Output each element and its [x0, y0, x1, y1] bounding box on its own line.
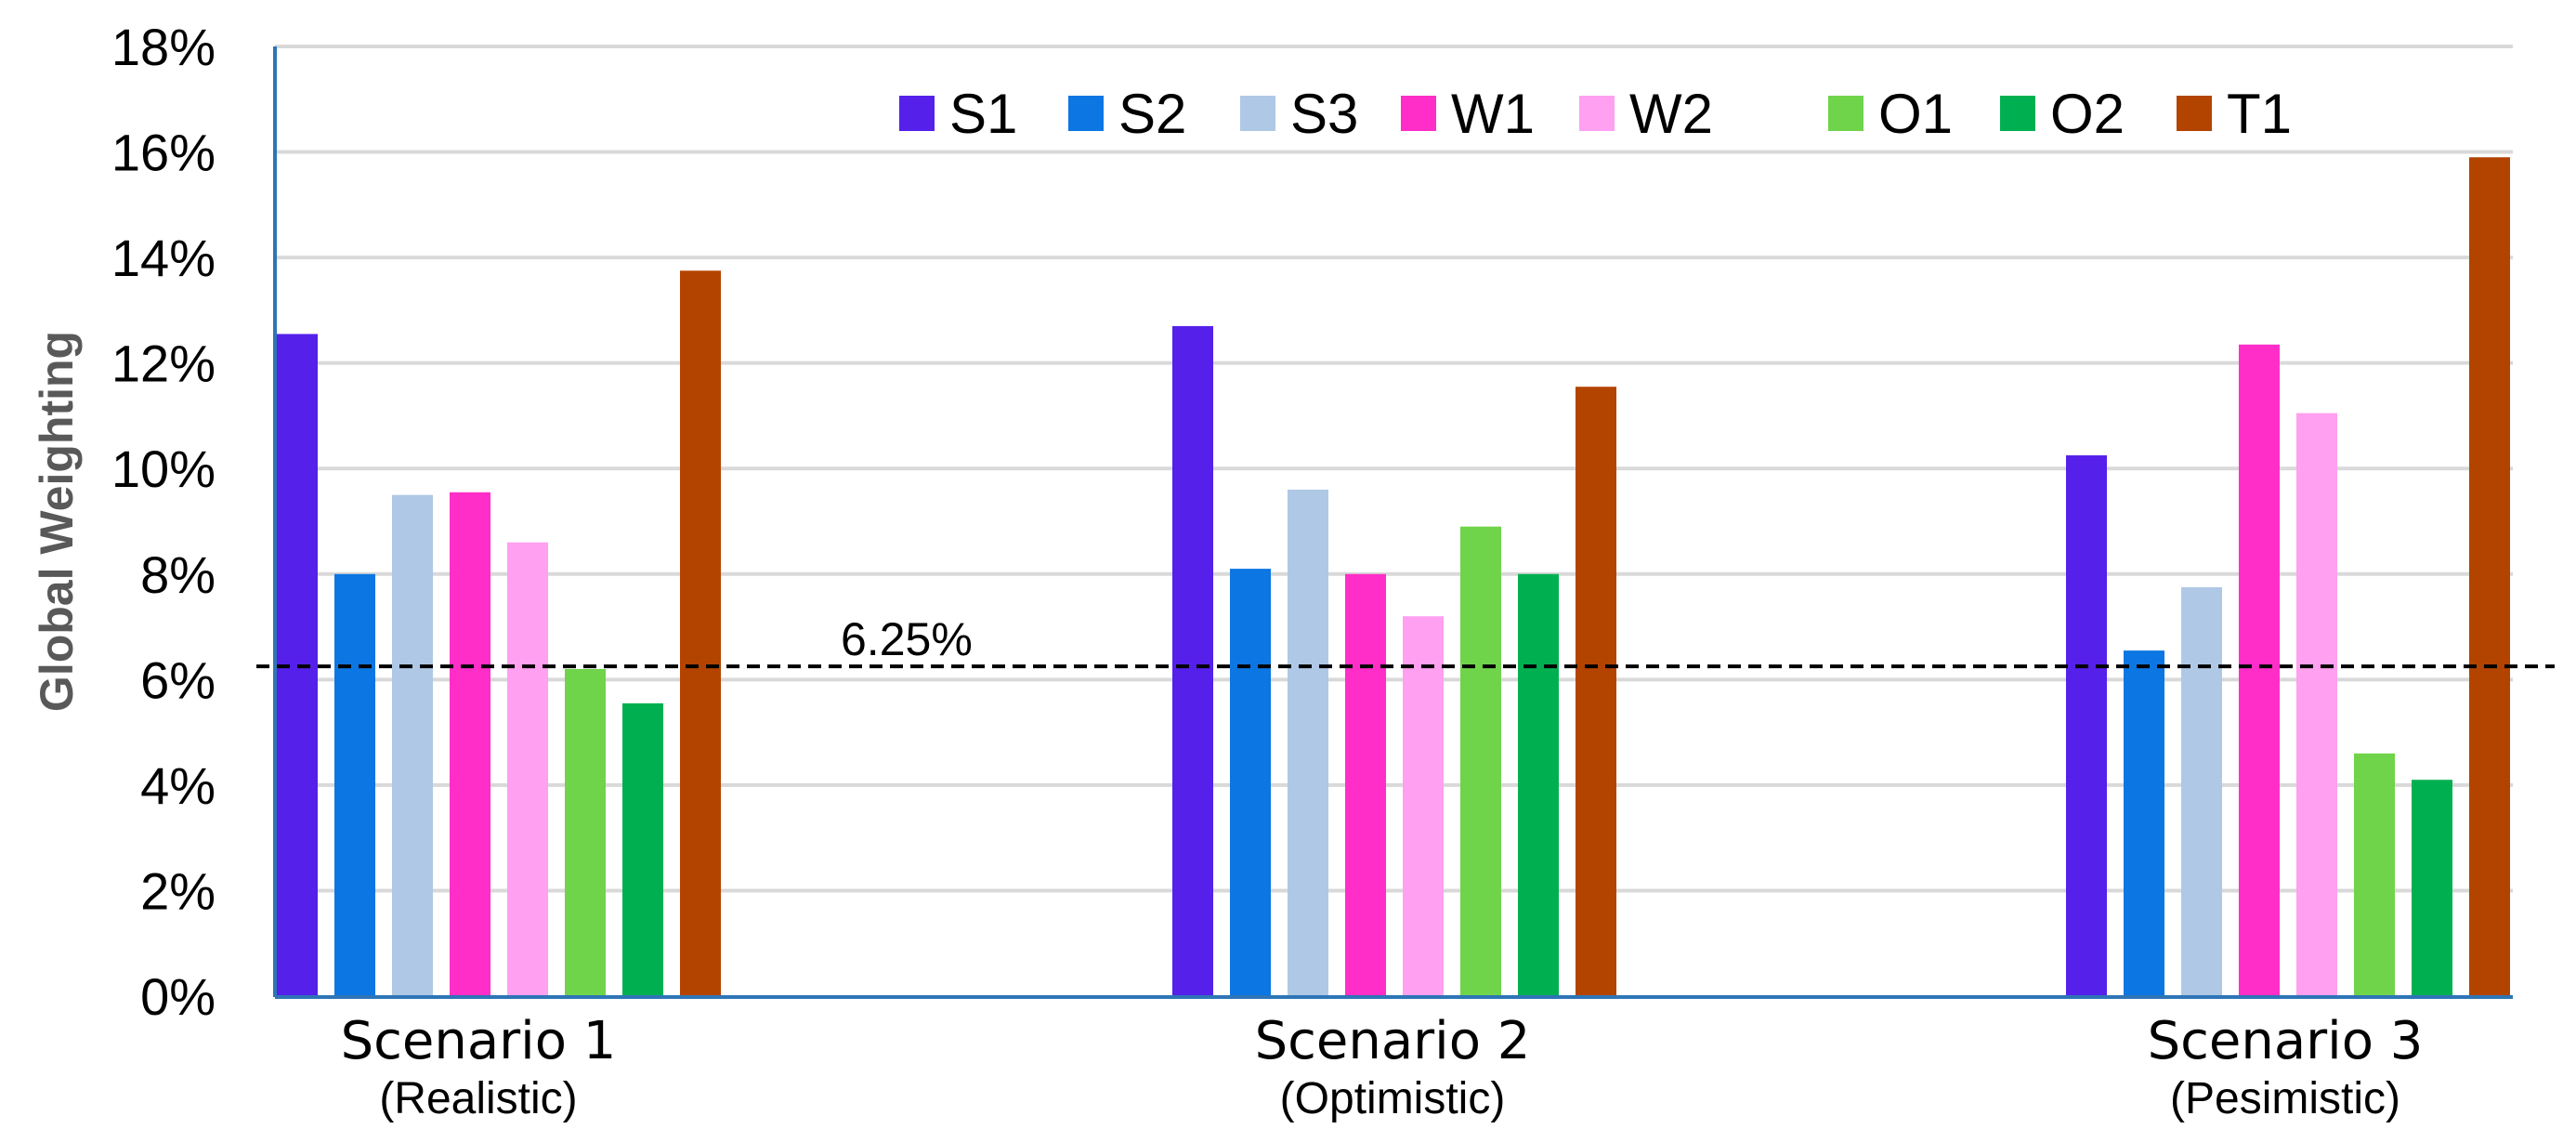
y-tick-label: 16% — [111, 124, 216, 182]
legend-label-o1: O1 — [1878, 83, 1953, 145]
legend: S1 S2 S3 W1 W2 O1 O2 T1 — [899, 83, 2292, 145]
bar-o2-scenario-2 — [1518, 573, 1559, 996]
reference-line-label: 6.25% — [841, 613, 973, 665]
y-tick-label: 18% — [111, 18, 216, 76]
bar-s3-scenario-1 — [392, 494, 433, 996]
legend-swatch-w1 — [1401, 96, 1436, 131]
axes — [273, 46, 2513, 999]
bar-o1-scenario-3 — [2354, 753, 2395, 996]
bar-s3-scenario-2 — [1288, 489, 1328, 996]
y-tick-label: 0% — [140, 967, 216, 1026]
bar-s1-scenario-3 — [2066, 455, 2107, 996]
bar-t1-scenario-3 — [2469, 157, 2510, 996]
bar-o1-scenario-2 — [1460, 526, 1501, 996]
bar-s2-scenario-3 — [2124, 650, 2164, 996]
category-label: Scenario 3 — [2148, 1011, 2424, 1071]
category-sublabel: (Pesimistic) — [2170, 1074, 2400, 1123]
legend-label-t1: T1 — [2227, 83, 2292, 145]
y-axis-label: Global Weighting — [31, 331, 83, 712]
legend-swatch-s2 — [1068, 96, 1104, 131]
category-label: Scenario 2 — [1255, 1011, 1531, 1071]
bar-s3-scenario-3 — [2181, 586, 2222, 996]
bars — [277, 157, 2510, 996]
legend-swatch-s1 — [899, 96, 935, 131]
legend-label-s2: S2 — [1118, 83, 1186, 145]
legend-swatch-w2 — [1579, 96, 1615, 131]
legend-label-w2: W2 — [1629, 83, 1713, 145]
bar-w1-scenario-1 — [450, 492, 490, 996]
category-label: Scenario 1 — [341, 1011, 617, 1071]
legend-label-s3: S3 — [1290, 83, 1358, 145]
y-tick-label: 12% — [111, 335, 216, 393]
bar-o2-scenario-1 — [622, 702, 663, 996]
bar-t1-scenario-1 — [680, 270, 721, 996]
y-axis-ticks: 0% 2% 4% 6% 8% 10% 12% 14% 16% 18% — [111, 18, 216, 1026]
bar-s2-scenario-2 — [1230, 569, 1271, 996]
bar-w2-scenario-1 — [507, 542, 548, 996]
y-tick-label: 10% — [111, 440, 216, 498]
bar-w1-scenario-2 — [1345, 573, 1386, 996]
y-tick-label: 8% — [140, 545, 216, 604]
x-axis-categories: Scenario 1(Realistic) Scenario 2(Optimist… — [341, 1011, 2424, 1123]
category-sublabel: (Realistic) — [379, 1074, 577, 1123]
legend-label-s1: S1 — [949, 83, 1017, 145]
y-tick-label: 4% — [140, 756, 216, 815]
category-sublabel: (Optimistic) — [1280, 1074, 1506, 1123]
legend-swatch-o2 — [2000, 96, 2035, 131]
gridlines — [275, 45, 2513, 893]
bar-t1-scenario-2 — [1576, 387, 1616, 996]
bar-w1-scenario-3 — [2239, 344, 2280, 996]
bar-s1-scenario-2 — [1172, 325, 1213, 996]
legend-label-w1: W1 — [1451, 83, 1535, 145]
y-tick-label: 6% — [140, 650, 216, 709]
bar-w2-scenario-2 — [1403, 616, 1444, 996]
bar-o2-scenario-3 — [2412, 780, 2452, 996]
bar-w2-scenario-3 — [2296, 413, 2337, 996]
y-tick-label: 14% — [111, 229, 216, 287]
legend-swatch-s3 — [1240, 96, 1275, 131]
bar-o1-scenario-1 — [565, 668, 606, 996]
legend-label-o2: O2 — [2050, 83, 2125, 145]
y-tick-label: 2% — [140, 861, 216, 920]
legend-swatch-t1 — [2177, 96, 2212, 131]
legend-swatch-o1 — [1828, 96, 1863, 131]
bar-s2-scenario-1 — [334, 573, 375, 996]
